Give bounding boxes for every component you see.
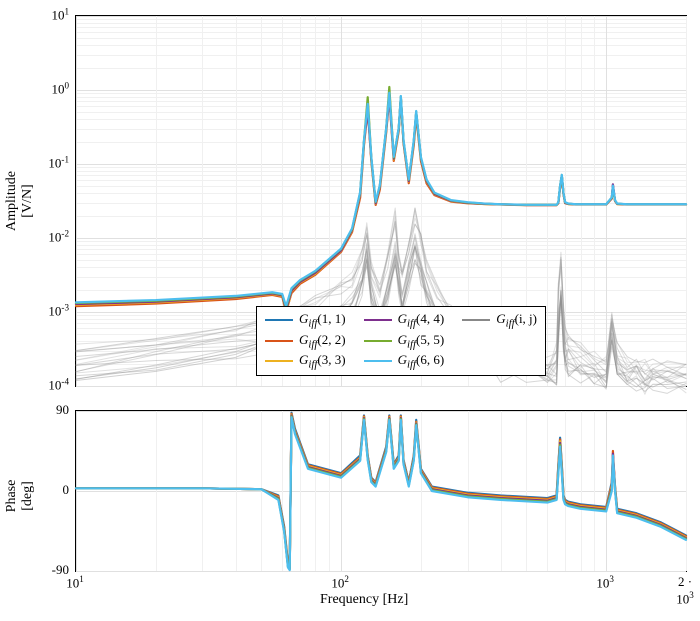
legend-swatch — [462, 319, 490, 321]
xlabel-frequency: Frequency [Hz] — [320, 592, 408, 608]
legend-swatch — [364, 319, 392, 321]
legend-item: Giff(2, 2) — [265, 332, 346, 351]
legend-item: Giff(3, 3) — [265, 352, 346, 371]
legend-swatch — [364, 340, 392, 342]
xtick: 2 · 103 — [676, 574, 694, 607]
legend-item: Giff(6, 6) — [364, 352, 445, 371]
ytick-top: 10-1 — [9, 154, 69, 171]
legend-label: Giff(5, 5) — [398, 332, 445, 351]
phase-panel — [75, 410, 687, 572]
ytick-bot: 90 — [9, 402, 69, 418]
ytick-top: 101 — [9, 6, 69, 23]
legend-swatch — [265, 319, 293, 321]
legend-label: Giff(3, 3) — [299, 352, 346, 371]
legend-item: Giff(4, 4) — [364, 311, 445, 330]
ytick-top: 10-3 — [9, 302, 69, 319]
legend-box: Giff(1, 1) Giff(4, 4) Giff(i, j) Giff(2, 2)… — [256, 306, 546, 376]
ytick-top: 10-4 — [9, 376, 69, 393]
legend-item — [462, 352, 537, 371]
xtick: 103 — [596, 574, 614, 591]
ytick-bot: -90 — [9, 562, 69, 578]
legend-label: Giff(4, 4) — [398, 311, 445, 330]
legend-item: Giff(5, 5) — [364, 332, 445, 351]
magnitude-panel: Giff(1, 1) Giff(4, 4) Giff(i, j) Giff(2, 2)… — [75, 15, 687, 387]
legend-item: Giff(i, j) — [462, 311, 537, 330]
legend-swatch — [265, 360, 293, 362]
ylabel-amplitude: Amplitude [V/N] — [4, 171, 36, 231]
ytick-top: 100 — [9, 80, 69, 97]
legend-item — [462, 332, 537, 351]
phase-curves — [76, 411, 686, 571]
legend-swatch — [265, 340, 293, 342]
legend-label: Giff(i, j) — [496, 311, 537, 330]
legend-item: Giff(1, 1) — [265, 311, 346, 330]
ytick-bot: 0 — [9, 482, 69, 498]
bode-figure: Amplitude [V/N] Phase [deg] Frequency [H… — [0, 0, 700, 621]
xtick: 101 — [66, 574, 84, 591]
legend-swatch — [364, 360, 392, 362]
legend-label: Giff(1, 1) — [299, 311, 346, 330]
legend-label: Giff(6, 6) — [398, 352, 445, 371]
ytick-top: 10-2 — [9, 228, 69, 245]
xtick: 102 — [331, 574, 349, 591]
legend-label: Giff(2, 2) — [299, 332, 346, 351]
